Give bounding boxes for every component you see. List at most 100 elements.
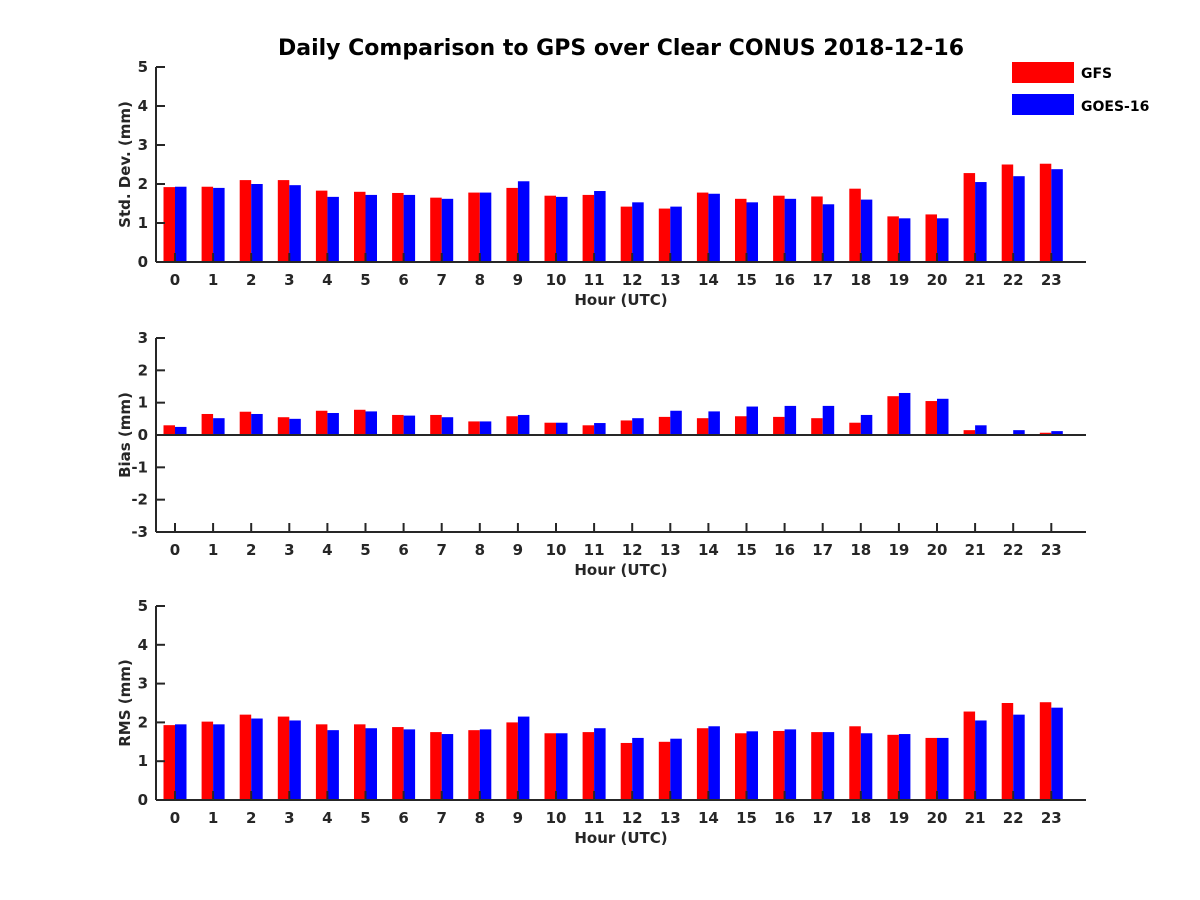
- bias-xtick-label: 13: [660, 541, 681, 559]
- stddev-bar-goes16-4: [327, 196, 339, 262]
- rms-bar-gfs-13: [658, 741, 671, 800]
- stddev-bar-goes16-13: [670, 206, 682, 262]
- legend-swatch-gfs: [1012, 62, 1074, 83]
- bias-bar-gfs-18: [849, 422, 861, 435]
- bias-xtick-label: 9: [513, 541, 523, 559]
- stddev-bar-gfs-17: [811, 196, 823, 262]
- rms-xtick-label: 15: [736, 809, 757, 827]
- rms-bar-goes16-22: [1013, 714, 1025, 800]
- bias-bar-goes16-11: [594, 423, 606, 435]
- stddev-bar-gfs-19: [887, 216, 899, 262]
- rms-xtick-label: 22: [1003, 809, 1024, 827]
- stddev-xtick-label: 5: [360, 271, 370, 289]
- stddev-xtick-label: 3: [284, 271, 294, 289]
- bias-bar-goes16-23: [1051, 431, 1063, 435]
- bias-bar-gfs-17: [811, 418, 823, 435]
- bias-xtick-label: 6: [398, 541, 408, 559]
- stddev-bar-goes16-12: [632, 202, 644, 262]
- stddev-bar-gfs-1: [201, 186, 214, 262]
- legend-label-goes16: GOES-16: [1081, 99, 1149, 115]
- rms-bar-goes16-12: [632, 737, 644, 800]
- stddev-bar-goes16-2: [251, 184, 263, 262]
- stddev-xtick-label: 22: [1003, 271, 1024, 289]
- stddev-ytick-label: 3: [138, 136, 148, 154]
- bias-bar-goes16-5: [365, 411, 377, 435]
- bias-bar-gfs-10: [544, 422, 556, 435]
- bias-xtick-label: 10: [546, 541, 567, 559]
- rms-xtick-label: 1: [208, 809, 218, 827]
- stddev-bar-goes16-16: [784, 198, 797, 262]
- bias-bar-goes16-0: [175, 426, 187, 435]
- stddev-ytick-label: 2: [138, 175, 148, 193]
- stddev-ytick-label: 5: [138, 58, 148, 76]
- rms-xtick-label: 18: [850, 809, 871, 827]
- bias-ytick-label: 3: [138, 329, 148, 347]
- chart-title: Daily Comparison to GPS over Clear CONUS…: [278, 36, 964, 61]
- stddev-bar-goes16-10: [556, 196, 568, 262]
- rms-x-axis-label: Hour (UTC): [574, 829, 667, 847]
- stddev-bar-gfs-21: [963, 173, 976, 262]
- bias-bar-gfs-5: [354, 409, 366, 435]
- rms-xtick-label: 10: [546, 809, 567, 827]
- bias-bar-gfs-20: [925, 401, 937, 435]
- stddev-bar-goes16-3: [289, 185, 301, 262]
- stddev-xtick-label: 15: [736, 271, 757, 289]
- stddev-bar-goes16-9: [517, 181, 530, 262]
- rms-xtick-label: 6: [398, 809, 408, 827]
- bias-xtick-label: 14: [698, 541, 719, 559]
- stddev-xtick-label: 7: [436, 271, 446, 289]
- stddev-bar-goes16-15: [746, 202, 758, 262]
- bias-bar-goes16-17: [822, 405, 835, 435]
- bias-xtick-label: 19: [888, 541, 909, 559]
- stddev-bar-gfs-9: [506, 187, 518, 262]
- stddev-bar-gfs-23: [1039, 163, 1052, 262]
- rms-xtick-label: 7: [436, 809, 446, 827]
- bias-bar-goes16-6: [403, 415, 416, 435]
- bias-bar-gfs-19: [887, 396, 899, 435]
- bias-xtick-label: 0: [170, 541, 180, 559]
- stddev-bar-gfs-5: [354, 191, 366, 262]
- rms-xtick-label: 14: [698, 809, 719, 827]
- bias-bar-gfs-0: [163, 425, 175, 435]
- bias-x-axis-label: Hour (UTC): [574, 561, 667, 579]
- rms-bar-goes16-2: [251, 718, 263, 800]
- bias-xtick-label: 4: [322, 541, 332, 559]
- stddev-xtick-label: 6: [398, 271, 408, 289]
- stddev-bar-goes16-20: [937, 218, 949, 262]
- stddev-x-axis-label: Hour (UTC): [574, 291, 667, 309]
- stddev-bar-goes16-11: [594, 191, 606, 262]
- bias-xtick-label: 16: [774, 541, 795, 559]
- stddev-bar-gfs-6: [392, 192, 404, 262]
- rms-bar-gfs-7: [430, 732, 442, 800]
- stddev-bar-gfs-8: [468, 192, 480, 262]
- rms-bar-gfs-18: [849, 726, 861, 800]
- rms-bar-goes16-13: [670, 738, 682, 800]
- bias-bar-goes16-18: [860, 414, 873, 435]
- rms-bar-gfs-3: [277, 716, 290, 800]
- rms-bar-gfs-16: [773, 730, 785, 800]
- rms-bar-goes16-11: [594, 728, 606, 800]
- stddev-bar-goes16-18: [860, 199, 873, 262]
- legend: GFS GOES-16: [1012, 62, 1149, 115]
- rms-bar-gfs-4: [315, 724, 328, 800]
- rms-bar-goes16-20: [937, 737, 949, 800]
- rms-xtick-label: 4: [322, 809, 332, 827]
- bias-bar-gfs-15: [735, 416, 747, 435]
- bias-bar-gfs-16: [773, 416, 785, 435]
- rms-bar-goes16-8: [479, 729, 492, 800]
- rms-bar-goes16-15: [746, 731, 758, 800]
- legend-label-gfs: GFS: [1081, 66, 1112, 82]
- stddev-xtick-label: 17: [812, 271, 833, 289]
- bias-bar-gfs-8: [468, 421, 480, 435]
- bias-ytick-label: 1: [138, 394, 148, 412]
- rms-bar-gfs-5: [354, 724, 366, 800]
- stddev-xtick-label: 0: [170, 271, 180, 289]
- stddev-xtick-label: 14: [698, 271, 719, 289]
- rms-bar-gfs-15: [735, 733, 747, 800]
- stddev-bar-goes16-1: [213, 187, 225, 262]
- bias-bar-gfs-6: [392, 414, 404, 435]
- stddev-ytick-label: 0: [138, 253, 148, 271]
